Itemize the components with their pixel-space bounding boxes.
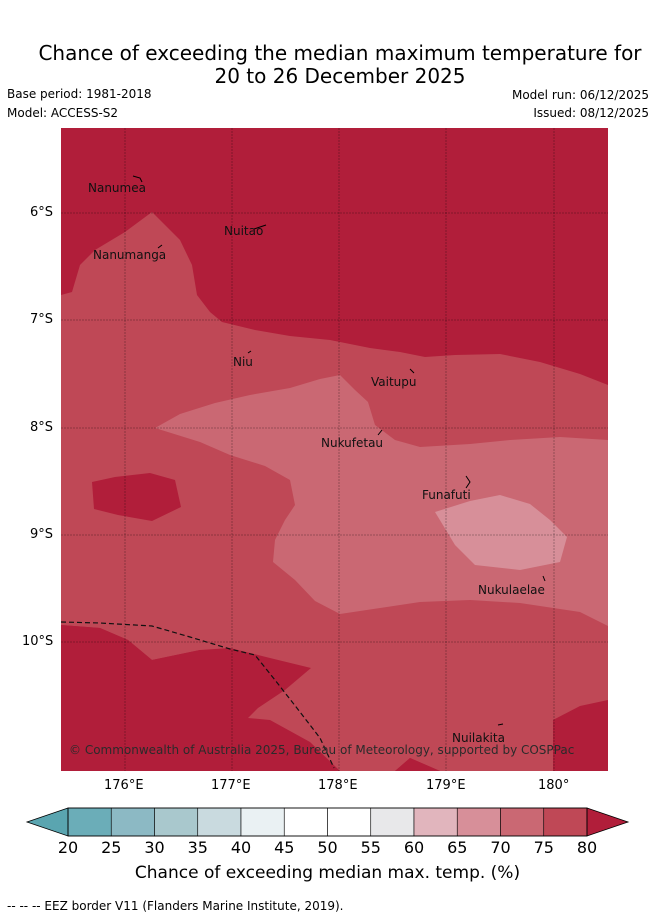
colorbar — [25, 807, 630, 837]
colorbar-tick: 65 — [447, 838, 468, 857]
colorbar-segment — [110, 807, 155, 837]
colorbar-segment — [500, 807, 545, 837]
colorbar-tick: 20 — [57, 838, 79, 857]
lon-tick-178e: 178°E — [318, 778, 358, 793]
lon-tick-177e: 177°E — [211, 778, 251, 793]
colorbar-tick: 40 — [230, 838, 252, 857]
eez-border — [60, 621, 335, 769]
colorbar-segment — [413, 807, 458, 837]
colorbar-segment — [197, 807, 242, 837]
colorbar-tick: 45 — [274, 838, 295, 857]
model-name: Model: ACCESS-S2 — [7, 106, 119, 120]
lon-tick-180: 180° — [538, 778, 570, 793]
colorbar-segment — [283, 807, 328, 837]
colorbar-segment — [543, 807, 588, 837]
colorbar-over-arrow — [586, 807, 630, 837]
colorbar-tick: 55 — [360, 838, 381, 857]
lon-tick-179e: 179°E — [426, 778, 466, 793]
place-nuilakita: Nuilakita — [452, 731, 505, 745]
place-nukulaelae: Nukulaelae — [478, 583, 545, 597]
lon-tick-176e: 176°E — [104, 778, 144, 793]
colorbar-frame — [67, 807, 588, 837]
colorbar-label: Chance of exceeding median max. temp. (%… — [134, 863, 521, 883]
place-nanumea: Nanumea — [88, 181, 146, 195]
place-niu: Niu — [233, 355, 253, 369]
eez-footnote: -- -- -- EEZ border V11 (Flanders Marine… — [7, 899, 344, 913]
zone-over-80-south — [395, 758, 440, 771]
colorbar-tick: 70 — [490, 838, 511, 857]
place-nanumanga: Nanumanga — [93, 248, 166, 262]
zone-over-80-southwest — [61, 625, 311, 771]
colorbar-tick: 35 — [187, 838, 208, 857]
colorbar-segment — [240, 807, 285, 837]
zone-over-80-blob — [92, 473, 181, 521]
lat-tick-9s: 9°S — [30, 527, 54, 542]
place-nuitao: Nuitao — [224, 224, 263, 238]
lat-tick-7s: 7°S — [30, 312, 54, 327]
colorbar-tick: 25 — [101, 838, 122, 857]
lat-tick-6s: 6°S — [30, 205, 54, 220]
copyright-notice: © Commonwealth of Australia 2025, Bureau… — [69, 743, 574, 757]
lat-tick-8s: 8°S — [30, 420, 54, 435]
zone-65-70 — [435, 495, 567, 570]
place-nukufetau: Nukufetau — [321, 436, 383, 450]
graticule — [61, 128, 608, 771]
colorbar-segment — [370, 807, 415, 837]
place-funafuti: Funafuti — [422, 488, 471, 502]
colorbar-tick: 80 — [576, 838, 598, 857]
place-vaitupu: Vaitupu — [371, 375, 417, 389]
island-outlines — [132, 175, 546, 726]
map-title-line1: Chance of exceeding the median maximum t… — [38, 41, 642, 65]
colorbar-segment — [456, 807, 501, 837]
lat-tick-10s: 10°S — [22, 634, 54, 649]
base-period: Base period: 1981-2018 — [7, 87, 152, 101]
issued-date: Issued: 08/12/2025 — [533, 106, 649, 120]
model-run: Model run: 06/12/2025 — [511, 88, 649, 102]
colorbar-tick: 60 — [403, 838, 425, 857]
colorbar-segment — [154, 807, 199, 837]
zone-over-80-southeast — [553, 700, 608, 771]
colorbar-tick: 75 — [533, 838, 554, 857]
colorbar-tick: 50 — [317, 838, 338, 857]
colorbar-segment — [327, 807, 372, 837]
colorbar-segment — [67, 807, 112, 837]
colorbar-tick: 30 — [144, 838, 165, 857]
colorbar-under-arrow — [25, 807, 69, 837]
map-title-line2: 20 to 26 December 2025 — [214, 64, 466, 88]
